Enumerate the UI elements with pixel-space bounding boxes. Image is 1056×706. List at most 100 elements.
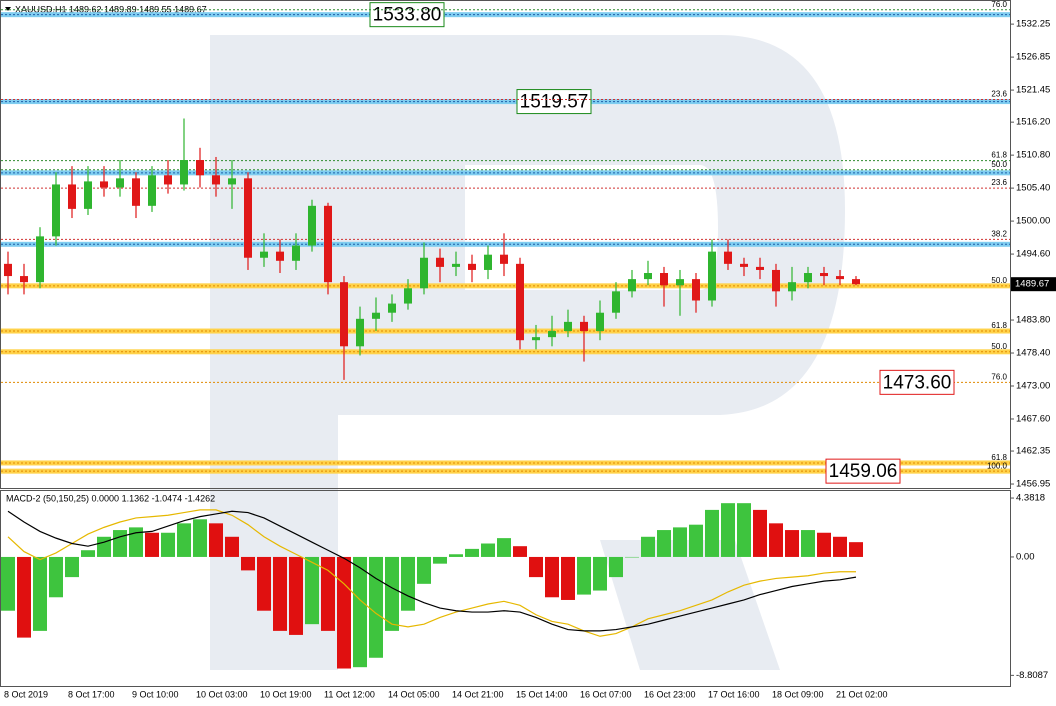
histogram-bar (97, 536, 111, 557)
histogram-bar (737, 503, 751, 557)
candle-body (644, 273, 652, 280)
candle-body (324, 205, 332, 283)
candle-body (212, 175, 220, 185)
candle-body (500, 254, 508, 264)
macd-line (7, 510, 857, 632)
y-tick-label: 1478.40 (1016, 348, 1050, 359)
histogram-bar (209, 523, 223, 557)
histogram-bar (497, 538, 511, 557)
histogram-bar (593, 556, 607, 591)
histogram-bar (577, 556, 591, 595)
candle-body (84, 181, 92, 209)
fib-ratio: 100.0 (987, 461, 1008, 470)
price-box-label: 1519.57 (520, 92, 589, 113)
x-tick-label: 14 Oct 21:00 (452, 689, 504, 699)
last-price-label: 1489.67 (1015, 279, 1049, 290)
histogram-bar (609, 556, 623, 578)
histogram-bar (561, 556, 575, 600)
candle-body (788, 282, 796, 292)
y-tick-label: 1467.60 (1016, 413, 1050, 424)
price-box (825, 458, 901, 484)
candle-body (180, 160, 188, 185)
macd-panel (0, 490, 1011, 687)
candle-body (4, 263, 12, 277)
candle-body (596, 312, 604, 332)
y-tick-label: 1532.25 (1016, 19, 1050, 30)
fib-ratio: 61.8 (991, 453, 1007, 462)
price-box-label: 1459.06 (829, 461, 898, 482)
price-box (369, 2, 445, 28)
histogram-bar (689, 524, 703, 557)
candle-body (20, 276, 28, 283)
histogram-bar (849, 542, 863, 557)
candle-body (804, 273, 812, 283)
histogram-bar (433, 556, 447, 564)
fib-ratio: 50.0 (991, 342, 1007, 351)
histogram-bar (529, 556, 543, 578)
fib-ratio: 61.8 (991, 151, 1007, 160)
menu-arrow (5, 7, 11, 11)
histogram-bar (417, 556, 431, 584)
candle-body (148, 175, 156, 206)
candle-body (676, 279, 684, 286)
histogram-bar (49, 556, 63, 598)
candle-body (372, 312, 380, 319)
histogram-bar (81, 550, 95, 557)
x-tick-label: 11 Oct 12:00 (324, 689, 375, 699)
x-tick-label: 16 Oct 23:00 (644, 689, 696, 699)
candle-body (308, 205, 316, 246)
histogram-bar (401, 556, 415, 611)
y-tick-label: 1510.80 (1016, 150, 1050, 161)
watermark-bowl (338, 35, 845, 415)
histogram-bar (241, 556, 255, 571)
histogram-bar (449, 554, 463, 557)
candle-body (260, 251, 268, 258)
y-tick-label: 1505.40 (1016, 183, 1050, 194)
histogram-bar (481, 543, 495, 557)
candle-body (484, 254, 492, 270)
candle-body (852, 279, 860, 285)
histogram-bar (289, 556, 303, 635)
histogram-bar (817, 532, 831, 557)
candle-body (100, 181, 108, 188)
candle-body (116, 178, 124, 188)
x-tick-label: 10 Oct 03:00 (196, 689, 248, 699)
candle-body (420, 257, 428, 289)
histogram-bar (625, 556, 639, 558)
candle-body (404, 288, 412, 304)
x-tick-label: 8 Oct 2019 (4, 689, 48, 699)
fib-ratio: 23.6 (991, 90, 1007, 99)
price-box (516, 89, 592, 115)
histogram-bar (113, 530, 127, 557)
fib-ratio: 38.2 (991, 230, 1007, 239)
candle-body (532, 337, 540, 341)
histogram-bar (769, 523, 783, 557)
y-tick-label: 0.00 (1016, 551, 1035, 562)
fib-ratio: 61.8 (991, 321, 1007, 330)
candle-body (612, 291, 620, 313)
histogram-bar (545, 556, 559, 598)
histogram-bar (673, 527, 687, 557)
histogram-bar (657, 530, 671, 557)
candle-body (468, 263, 476, 270)
x-tick-label: 16 Oct 07:00 (580, 689, 632, 699)
price-box-label: 1533.80 (373, 5, 442, 26)
candle-body (516, 263, 524, 341)
fib-ratio: 50.0 (991, 160, 1007, 169)
candle-body (244, 178, 252, 258)
histogram-bar (801, 530, 815, 557)
candle-body (708, 251, 716, 301)
histogram-bar (145, 532, 159, 557)
histogram-bar (785, 530, 799, 557)
candle-body (36, 236, 44, 283)
fib-ratio: 23.6 (991, 178, 1007, 187)
y-tick-label: 1494.60 (1016, 249, 1050, 260)
histogram-bar (753, 509, 767, 557)
y-tick-label: 1462.35 (1016, 446, 1050, 457)
x-tick-label: 10 Oct 19:00 (260, 689, 312, 699)
histogram-bar (193, 519, 207, 557)
candle-body (580, 321, 588, 332)
signal-line (7, 509, 856, 637)
